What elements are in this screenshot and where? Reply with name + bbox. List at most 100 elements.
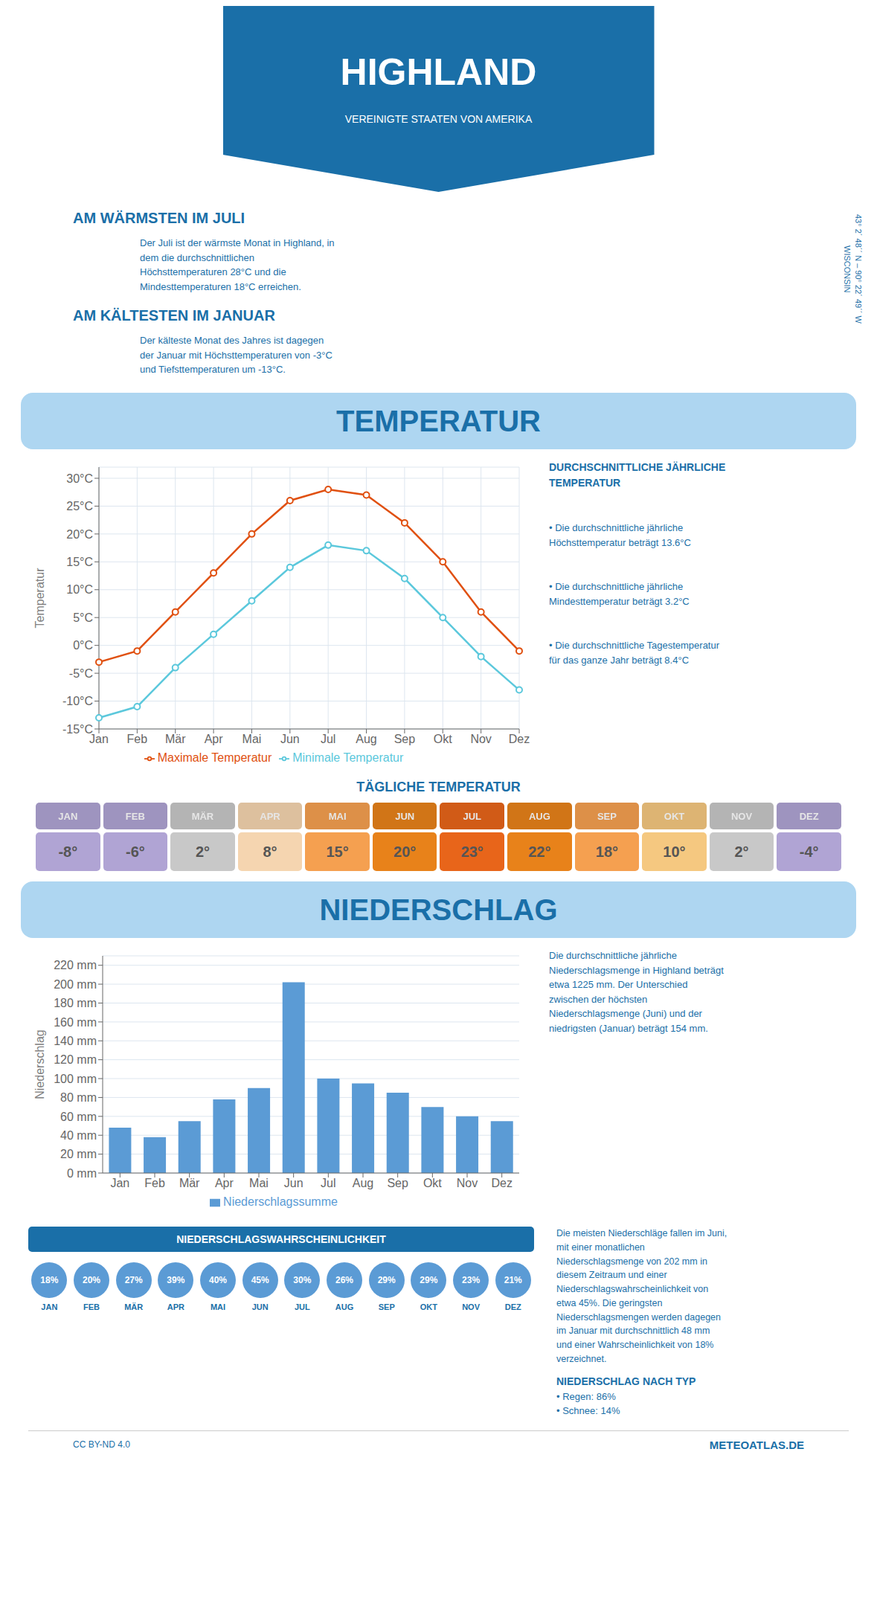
svg-text:Dez: Dez [508, 732, 530, 746]
svg-text:Feb: Feb [144, 1176, 166, 1190]
html-text:NIEDERSCHLAG: NIEDERSCHLAG [319, 892, 558, 926]
svg-text:-10°C: -10°C [62, 694, 93, 708]
html-text:45%: 45% [251, 1274, 270, 1286]
html-text:JAN: JAN [58, 810, 78, 822]
svg-text:10°C: 10°C [66, 583, 93, 596]
html-text:18°: 18° [595, 843, 619, 860]
svg-text:Feb: Feb [127, 732, 149, 746]
svg-text:120 mm: 120 mm [53, 1053, 97, 1066]
svg-text:-5°C: -5°C [69, 667, 93, 680]
svg-text:Jan: Jan [89, 732, 109, 746]
svg-text:0°C: 0°C [72, 638, 93, 652]
html-text:-8°: -8° [58, 843, 78, 860]
svg-text:Dez: Dez [490, 1176, 512, 1190]
html-text:-4°: -4° [799, 843, 819, 860]
svg-text:Niederschlag: Niederschlag [33, 1029, 47, 1099]
html-text:Minimale Temperatur: Minimale Temperatur [292, 751, 404, 764]
html-text:15°: 15° [326, 843, 349, 860]
html-text:20%: 20% [82, 1274, 101, 1286]
html-text:HIGHLAND: HIGHLAND [340, 51, 537, 93]
html-text:-6°: -6° [125, 843, 145, 860]
html-text:FEB: FEB [125, 810, 145, 822]
svg-text:40 mm: 40 mm [60, 1129, 97, 1142]
svg-text:-15°C: -15°C [62, 723, 93, 736]
html-text:27%: 27% [124, 1274, 143, 1286]
html-text:VEREINIGTE STAATEN VON AMERIKA: VEREINIGTE STAATEN VON AMERIKA [344, 113, 533, 125]
html-text:22°: 22° [528, 843, 551, 860]
svg-text:Apr: Apr [204, 732, 224, 746]
svg-text:Mär: Mär [165, 732, 186, 746]
html-text:• Die durchschnittliche jährli: • Die durchschnittliche jährliche Höchst… [548, 522, 691, 548]
html-text:• Die durchschnittliche Tagest: • Die durchschnittliche Tagestemperatur … [548, 639, 720, 666]
html-text:Niederschlagssumme: Niederschlagssumme [223, 1195, 338, 1209]
svg-text:Mai: Mai [249, 1176, 269, 1190]
html-text:DURCHSCHNITTLICHE JÄHRLICHE TE: DURCHSCHNITTLICHE JÄHRLICHE TEMPERATUR [548, 461, 726, 489]
svg-text:Sep: Sep [394, 732, 416, 746]
svg-text:20 mm: 20 mm [60, 1147, 97, 1161]
html-text:SEP: SEP [597, 810, 617, 822]
html-text:METEOATLAS.DE: METEOATLAS.DE [709, 1438, 805, 1451]
svg-text:15°C: 15°C [66, 555, 93, 569]
svg-text:5°C: 5°C [72, 611, 93, 625]
svg-text:Apr: Apr [214, 1176, 235, 1190]
svg-text:25°C: 25°C [66, 499, 93, 513]
svg-text:200 mm: 200 mm [53, 978, 97, 991]
html-text:39%: 39% [166, 1274, 185, 1286]
svg-text:Jan: Jan [110, 1176, 130, 1190]
html-text:TEMPERATUR: TEMPERATUR [336, 404, 541, 438]
html-text:43° 2´ 48´´ N – 90° 22´ 49´´ W: 43° 2´ 48´´ N – 90° 22´ 49´´ W WISCONSIN [842, 214, 863, 324]
svg-text:Jul: Jul [320, 1176, 336, 1190]
svg-text:220 mm: 220 mm [53, 958, 97, 972]
html-text:40%: 40% [209, 1274, 227, 1286]
svg-text:Mai: Mai [242, 732, 262, 746]
svg-text:180 mm: 180 mm [53, 996, 97, 1010]
svg-text:Temperatur: Temperatur [33, 567, 47, 629]
svg-text:140 mm: 140 mm [53, 1034, 97, 1048]
html-text:TÄGLICHE TEMPERATUR: TÄGLICHE TEMPERATUR [356, 779, 521, 795]
svg-text:Jun: Jun [280, 732, 300, 746]
html-text:• Die durchschnittliche jährli: • Die durchschnittliche jährliche Mindes… [548, 580, 690, 607]
html-text:18%: 18% [40, 1274, 59, 1286]
html-text:AM WÄRMSTEN IM JULI: AM WÄRMSTEN IM JULI [72, 209, 245, 227]
html-text:23°: 23° [460, 843, 484, 860]
html-text:MAI: MAI [328, 810, 347, 822]
html-text:8°: 8° [262, 843, 278, 860]
svg-text:Aug: Aug [352, 1176, 374, 1190]
svg-text:Okt: Okt [423, 1176, 442, 1190]
svg-text:0 mm: 0 mm [66, 1167, 97, 1180]
html-text:30%: 30% [293, 1274, 312, 1286]
html-text:20°: 20° [393, 843, 417, 860]
html-text:Die meisten Niederschläge fall: Die meisten Niederschläge fallen im Juni… [556, 1228, 727, 1365]
svg-text:Okt: Okt [433, 732, 453, 746]
html-text:JUN: JUN [395, 810, 415, 822]
svg-text:60 mm: 60 mm [60, 1110, 97, 1124]
html-text:2°: 2° [195, 843, 210, 860]
svg-text:80 mm: 80 mm [60, 1091, 97, 1104]
svg-text:Jul: Jul [320, 732, 336, 746]
html-text:2°: 2° [734, 843, 749, 860]
html-text:Der kälteste Monat des Jahres: Der kälteste Monat des Jahres ist dagege… [139, 334, 333, 375]
svg-text:Nov: Nov [456, 1176, 478, 1190]
svg-text:Jun: Jun [284, 1176, 304, 1190]
html-text:10°: 10° [663, 843, 686, 860]
html-text:AUG: AUG [528, 810, 551, 822]
svg-text:20°C: 20°C [66, 528, 93, 541]
html-text:DEZ: DEZ [799, 810, 819, 822]
svg-text:100 mm: 100 mm [53, 1072, 97, 1086]
svg-text:Aug: Aug [355, 732, 377, 746]
svg-text:160 mm: 160 mm [53, 1016, 97, 1029]
html-text:NOV: NOV [731, 810, 753, 822]
html-text:APR: APR [259, 810, 281, 822]
html-text:Der Juli ist der wärmste Monat: Der Juli ist der wärmste Monat in Highla… [139, 237, 335, 292]
svg-text:Nov: Nov [470, 732, 491, 746]
svg-text:30°C: 30°C [66, 472, 93, 485]
html-text:MÄR: MÄR [191, 810, 214, 822]
html-text:OKT: OKT [664, 810, 685, 822]
html-text:AM KÄLTESTEN IM JANUAR: AM KÄLTESTEN IM JANUAR [72, 307, 276, 324]
html-text:Die durchschnittliche jährlich: Die durchschnittliche jährliche Niedersc… [548, 949, 724, 1034]
html-text:NIEDERSCHLAGSWAHRSCHEINLICHKEI: NIEDERSCHLAGSWAHRSCHEINLICHKEIT [176, 1233, 386, 1246]
html-text:JUL: JUL [463, 810, 482, 822]
html-text:Maximale Temperatur: Maximale Temperatur [157, 751, 272, 764]
svg-text:Sep: Sep [386, 1176, 409, 1190]
svg-text:Mär: Mär [179, 1176, 201, 1190]
